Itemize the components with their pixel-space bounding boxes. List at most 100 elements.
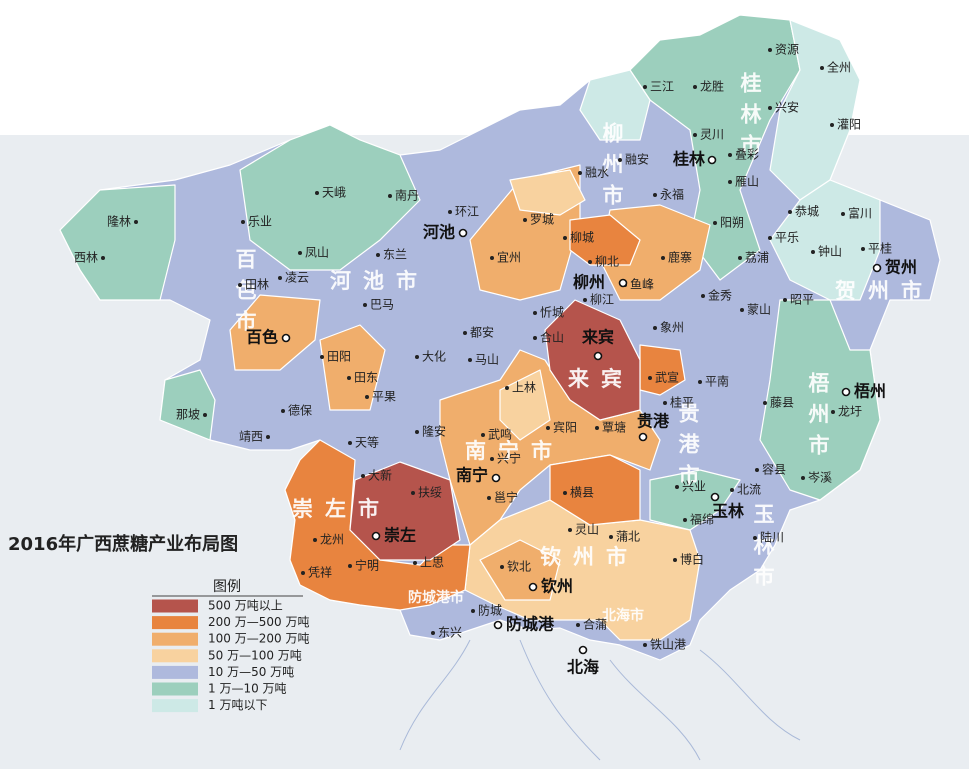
city-label: 防城港 xyxy=(506,615,555,634)
region xyxy=(239,124,421,271)
county-label: 罗城 xyxy=(530,213,554,227)
county-label: 覃塘 xyxy=(602,420,626,435)
county-label: 三江 xyxy=(650,80,674,94)
county-dot xyxy=(713,221,717,225)
county-dot xyxy=(830,123,834,127)
county-dot xyxy=(313,538,317,542)
prefecture-label: 贵港市 xyxy=(676,402,700,495)
county-label: 柳江 xyxy=(590,293,614,307)
county-label: 合山 xyxy=(540,330,564,345)
county-dot xyxy=(376,253,380,257)
county-label: 恭城 xyxy=(795,205,819,219)
city-marker xyxy=(493,620,503,630)
county-label: 永福 xyxy=(660,187,684,202)
county-label: 容县 xyxy=(762,462,786,477)
county-label: 合蒲 xyxy=(583,617,607,632)
prefecture-label: 贺州市 xyxy=(835,279,934,303)
county-label: 灵川 xyxy=(700,128,724,142)
county-label: 平南 xyxy=(705,374,729,389)
county-dot xyxy=(701,294,705,298)
county-dot xyxy=(683,518,687,522)
legend-swatch xyxy=(152,616,198,630)
county-label: 铁山港 xyxy=(650,638,686,652)
county-label: 兴业 xyxy=(682,480,706,494)
county-label: 隆安 xyxy=(422,424,446,439)
county-label: 武宣 xyxy=(655,370,679,385)
county-dot xyxy=(238,283,242,287)
county-label: 兴宁 xyxy=(497,451,521,466)
county-dot xyxy=(468,358,472,362)
map-title: 2016年广西蔗糖产业布局图 xyxy=(8,533,238,555)
county-dot xyxy=(768,236,772,240)
county-label: 忻城 xyxy=(540,306,564,320)
city-label: 南宁 xyxy=(456,466,488,485)
county-label: 蒙山 xyxy=(747,303,771,317)
city-label: 崇左 xyxy=(384,526,416,545)
prefecture-label: 柳州市 xyxy=(600,122,624,215)
county-label: 鹿寨 xyxy=(668,250,692,265)
county-dot xyxy=(728,180,732,184)
county-label: 东兴 xyxy=(438,626,462,640)
county-label: 东兰 xyxy=(383,248,407,262)
county-dot xyxy=(463,331,467,335)
county-label: 全州 xyxy=(827,60,851,75)
legend-label: 50 万—100 万吨 xyxy=(208,648,302,662)
county-dot xyxy=(348,564,352,568)
city-label: 北海 xyxy=(567,658,599,677)
county-label: 防城 xyxy=(478,603,502,618)
city-marker xyxy=(841,387,851,397)
county-dot xyxy=(643,643,647,647)
city-marker xyxy=(638,432,648,442)
city-marker xyxy=(707,155,717,165)
city-marker xyxy=(578,645,588,655)
city-label: 梧州 xyxy=(854,382,886,401)
county-label: 邕宁 xyxy=(494,490,518,505)
county-dot xyxy=(241,220,245,224)
county-label: 隆林 xyxy=(107,214,131,229)
county-dot xyxy=(663,401,667,405)
county-dot xyxy=(533,311,537,315)
county-dot xyxy=(768,48,772,52)
county-label: 乐业 xyxy=(248,215,272,229)
region xyxy=(499,369,551,441)
city-marker xyxy=(371,531,381,541)
county-label: 金秀 xyxy=(708,288,732,303)
county-dot xyxy=(415,355,419,359)
county-label: 雁山 xyxy=(735,175,759,189)
county-dot xyxy=(413,561,417,565)
coastline xyxy=(399,639,801,761)
county-dot xyxy=(266,435,270,439)
county-dot xyxy=(134,220,138,224)
county-label: 钟山 xyxy=(818,244,842,259)
county-label: 上思 xyxy=(420,556,444,570)
county-dot xyxy=(673,558,677,562)
county-label: 扶绥 xyxy=(418,485,442,500)
county-label: 柳城 xyxy=(570,231,594,245)
county-label: 南丹 xyxy=(395,188,419,203)
county-dot xyxy=(698,380,702,384)
county-label: 天等 xyxy=(355,436,379,450)
county-dot xyxy=(768,106,772,110)
legend-swatch xyxy=(152,599,198,613)
county-dot xyxy=(588,260,592,264)
county-label: 福绵 xyxy=(690,512,714,527)
county-dot xyxy=(523,218,527,222)
region xyxy=(319,324,386,411)
county-dot xyxy=(831,410,835,414)
region xyxy=(759,299,881,501)
county-label: 钦北 xyxy=(507,560,531,574)
county-dot xyxy=(490,457,494,461)
county-dot xyxy=(347,376,351,380)
city-marker xyxy=(281,333,291,343)
legend-label: 1 万吨以下 xyxy=(208,698,267,712)
prefecture-label: 河池市 xyxy=(330,269,429,293)
county-label: 上林 xyxy=(512,381,536,395)
county-dot xyxy=(788,210,792,214)
county-label: 田东 xyxy=(354,371,378,385)
county-dot xyxy=(763,401,767,405)
region xyxy=(479,539,561,601)
prefecture-label: 梧州市 xyxy=(806,372,830,465)
city-marker xyxy=(491,473,501,483)
county-dot xyxy=(490,256,494,260)
region xyxy=(229,294,321,371)
